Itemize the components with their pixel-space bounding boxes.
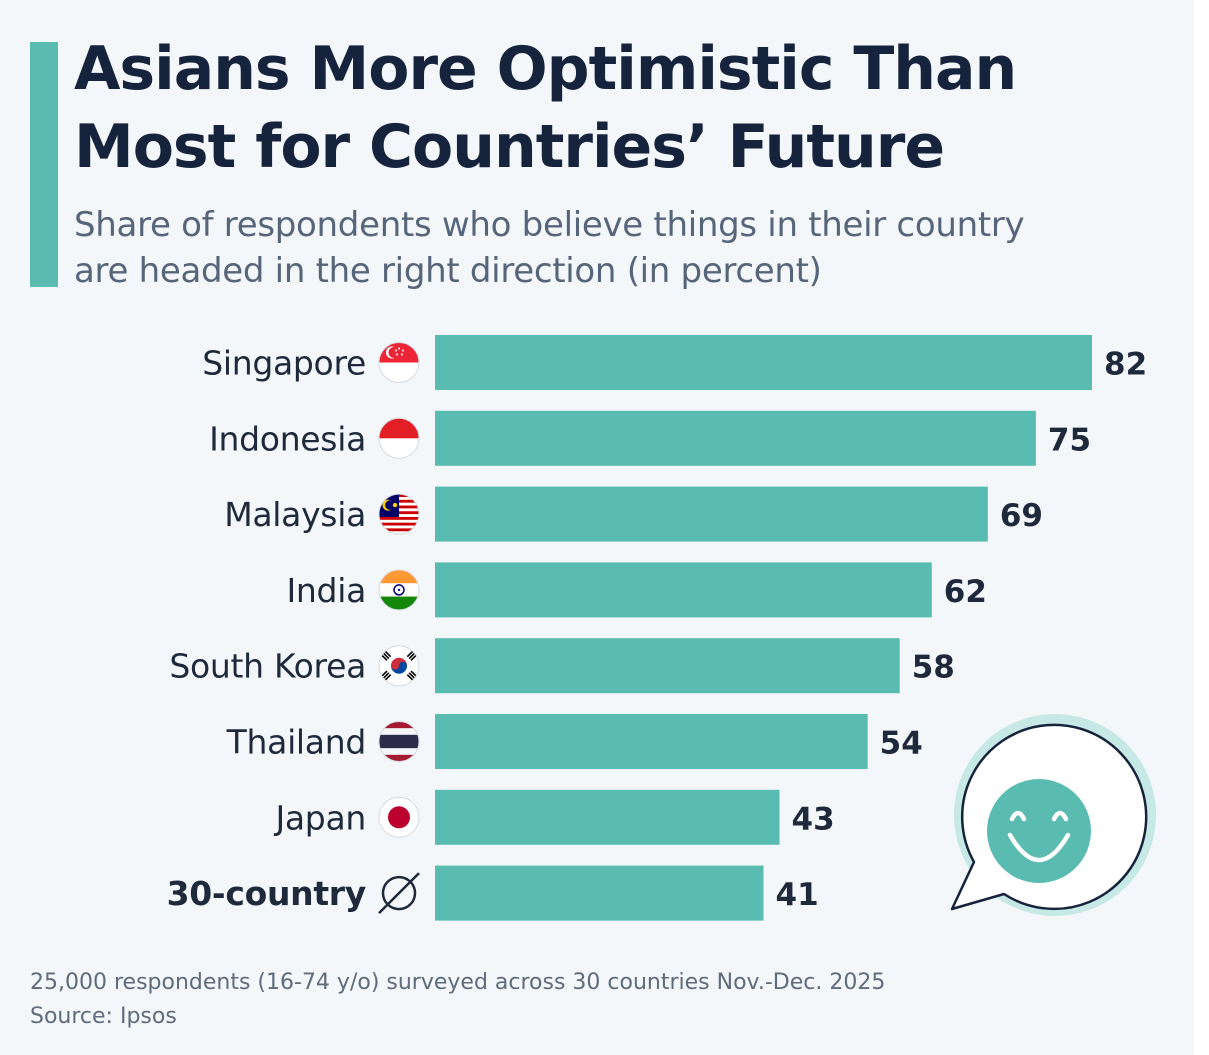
- subtitle-line-2: are headed in the right direction (in pe…: [74, 251, 822, 291]
- bar-india: [435, 562, 932, 618]
- value-label-thailand: 54: [880, 726, 923, 762]
- category-label-singapore: Singapore: [202, 344, 366, 383]
- smiley-mouth: [1007, 832, 1071, 863]
- smiley-right-eye: [1051, 810, 1069, 822]
- bar-singapore: [435, 335, 1092, 390]
- japan-flag-icon: [378, 796, 420, 838]
- category-label-30-country: 30-country: [167, 874, 366, 913]
- malaysia-flag-icon: [378, 493, 420, 535]
- value-label-indonesia: 75: [1048, 422, 1091, 458]
- chart-title: Asians More Optimistic Than Most for Cou…: [74, 30, 1174, 186]
- value-label-india: 62: [944, 574, 987, 610]
- title-line-2: Most for Countries’ Future: [74, 112, 945, 182]
- bar-indonesia: [435, 410, 1036, 466]
- category-label-india: India: [287, 571, 367, 610]
- category-label-south-korea: South Korea: [169, 647, 366, 686]
- smiley-left-eye: [1009, 810, 1027, 822]
- value-label-malaysia: 69: [1000, 498, 1043, 534]
- smiley-speech-bubble-icon: [950, 714, 1156, 916]
- subtitle-line-1: Share of respondents who believe things …: [74, 205, 1025, 245]
- title-line-1: Asians More Optimistic Than: [74, 34, 1017, 104]
- category-label-japan: Japan: [273, 798, 366, 837]
- footer-note: 25,000 respondents (16-74 y/o) surveyed …: [30, 970, 886, 995]
- thailand-flag-icon: [378, 721, 420, 762]
- indonesia-flag-icon: [378, 417, 420, 459]
- india-flag-icon: [378, 569, 420, 611]
- south-korea-flag-icon: [378, 645, 420, 687]
- footer-source: Source: Ipsos: [30, 1004, 177, 1029]
- footer: 25,000 respondents (16-74 y/o) surveyed …: [30, 966, 1180, 1034]
- value-label-30-country: 41: [776, 877, 819, 913]
- bar-south-korea: [435, 638, 900, 694]
- chart-subtitle: Share of respondents who believe things …: [74, 202, 1174, 294]
- category-label-indonesia: Indonesia: [209, 419, 366, 458]
- title-accent-bar: [30, 42, 58, 287]
- bar-30-country: [435, 865, 764, 921]
- value-label-japan: 43: [792, 801, 835, 837]
- value-label-south-korea: 58: [912, 650, 955, 686]
- bar-malaysia: [435, 486, 988, 542]
- value-label-singapore: 82: [1104, 347, 1147, 383]
- smiley-face: [987, 779, 1091, 883]
- bar-chart: Singapore 82 Indonesia 75 Malaysia 69 India 62 S…: [167, 335, 1156, 921]
- category-label-thailand: Thailand: [226, 723, 366, 762]
- bar-japan: [435, 789, 780, 845]
- bar-thailand: [435, 714, 868, 769]
- average-symbol-icon: [378, 872, 420, 914]
- category-label-malaysia: Malaysia: [224, 495, 366, 534]
- singapore-flag-icon: [378, 342, 420, 383]
